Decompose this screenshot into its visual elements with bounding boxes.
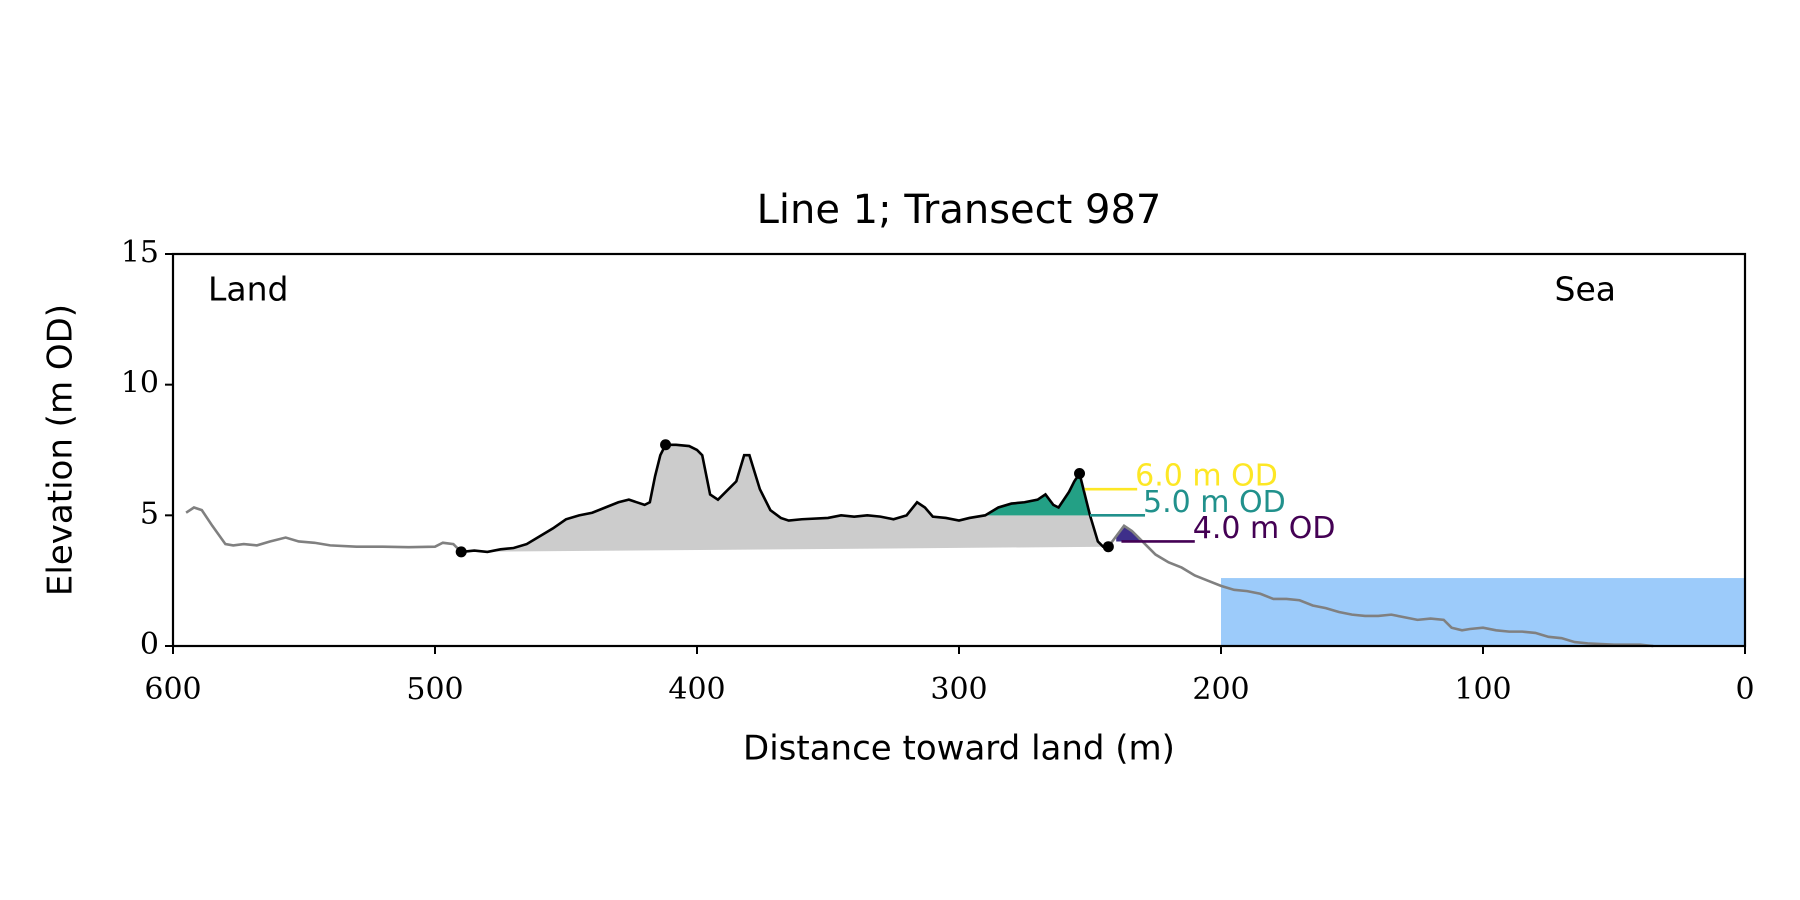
y-axis-label: Elevation (m OD) [41,304,81,596]
x-axis-label: Distance toward land (m) [743,729,1175,769]
y-tick-label: 10 [121,366,159,401]
level-label: 6.0 m OD [1135,459,1278,494]
profile-line [461,443,1109,554]
profile-point [1074,468,1086,480]
y-tick-label: 0 [140,627,159,662]
dune-fill [461,444,1109,552]
profile-point [455,546,467,558]
profile-point [660,439,672,451]
x-tick-label: 200 [1192,672,1249,707]
profile-line [1107,524,1654,648]
chart-title: Line 1; Transect 987 [757,187,1162,233]
level-label: 4.0 m OD [1193,511,1336,546]
x-tick-label: 500 [406,672,463,707]
level-fill [1116,525,1143,542]
x-tick-label: 0 [1735,672,1754,707]
profile-point [1102,541,1114,553]
sea-annotation: Sea [1555,270,1616,309]
x-tick-label: 300 [930,672,987,707]
level-label: 5.0 m OD [1143,485,1286,520]
y-tick-label: 15 [121,235,159,270]
land-annotation: Land [208,270,288,309]
y-tick-label: 5 [140,496,159,531]
mhws-area [1221,578,1745,646]
x-tick-label: 600 [144,672,201,707]
profile-line [185,506,463,553]
x-tick-label: 100 [1454,672,1511,707]
x-tick-label: 400 [668,672,725,707]
